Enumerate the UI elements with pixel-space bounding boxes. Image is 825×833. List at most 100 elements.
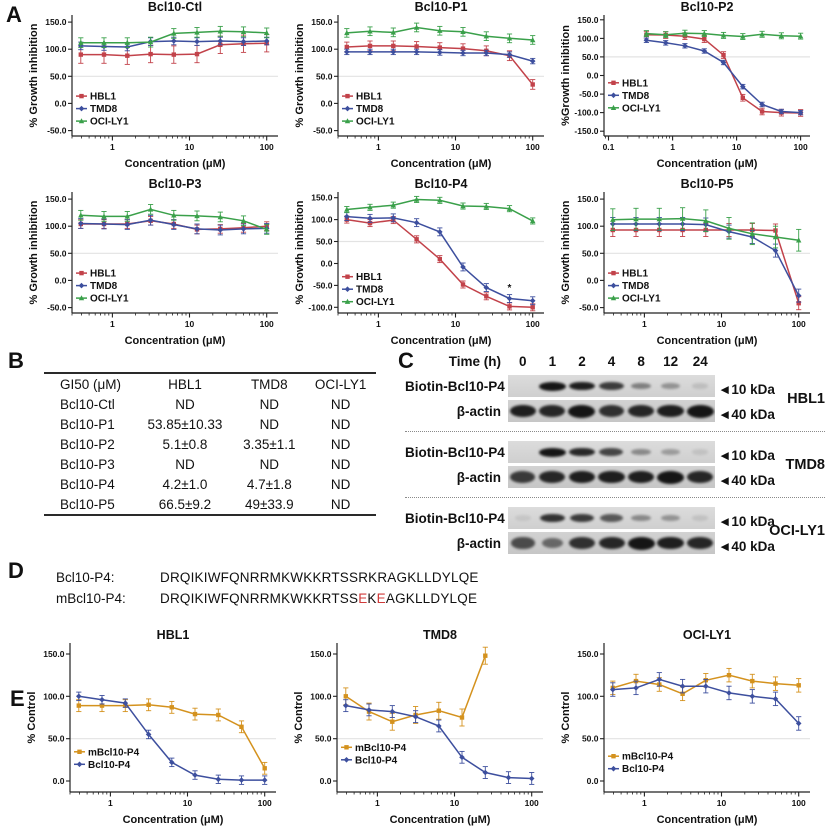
blot-band — [657, 536, 684, 550]
blot-row: β-actin ◄40 kDa — [405, 400, 825, 422]
svg-text:0.0: 0.0 — [55, 98, 67, 108]
blot-band — [539, 404, 566, 418]
table-cell: 66.5±9.2 — [158, 496, 212, 512]
panel-c-label: C — [398, 348, 414, 373]
sequence-segment: DRQIKIWFQNRRMKWKKRTSS — [160, 591, 359, 606]
gi50-table: GI50 (μM) HBL1 TMD8 OCI-LY1 Bcl10-Ctl ND ND ND B… — [44, 372, 376, 516]
chart-svg: 150.0 100.0 50.0 0.0 -50.0 1 10 100 Bcl10-P3 Conc… — [28, 177, 278, 347]
time-point: 4 — [607, 354, 616, 369]
blot-panel: Time (h) 0 1 2 4 8 12 24 Biotin-Bcl10-P4 ◄10 kDa… — [405, 354, 825, 558]
blot-band — [569, 513, 595, 523]
svg-text:% Growth inhibition: % Growth inhibition — [294, 23, 306, 127]
svg-text:HBL1: HBL1 — [157, 628, 190, 642]
svg-text:50.0: 50.0 — [582, 734, 599, 744]
blot-band — [661, 514, 681, 522]
sequence-alignment: Bcl10-P4: DRQIKIWFQNRRMKWKKRTSSRKRAGKLLDY… — [56, 567, 479, 609]
svg-text:0.0: 0.0 — [320, 776, 332, 786]
svg-text:150.0: 150.0 — [311, 17, 333, 27]
svg-text:Concentration (μM): Concentration (μM) — [391, 158, 492, 170]
svg-text:150.0: 150.0 — [43, 649, 65, 659]
svg-text:100: 100 — [260, 319, 274, 329]
blot-row: Biotin-Bcl10-P4 ◄10 kDa — [405, 375, 825, 397]
svg-text:10: 10 — [451, 142, 461, 152]
svg-text:100.0: 100.0 — [310, 691, 332, 701]
svg-text:mBcl10-P4: mBcl10-P4 — [88, 747, 140, 758]
blot-band — [599, 381, 624, 391]
svg-text:Concentration (μM): Concentration (μM) — [657, 158, 758, 170]
sequence-row: mBcl10-P4: DRQIKIWFQNRRMKWKKRTSSEKEAGKLLD… — [56, 588, 479, 609]
svg-text:150.0: 150.0 — [577, 15, 599, 25]
svg-text:50.0: 50.0 — [50, 248, 67, 258]
table-header-row: GI50 (μM) HBL1 TMD8 OCI-LY1 — [44, 373, 376, 394]
mutated-residue: E — [376, 591, 386, 606]
chart-bcl10-p3: 150.0 100.0 50.0 0.0 -50.0 1 10 100 Bcl10-P3 Conc… — [26, 177, 292, 354]
blot-row: β-actin ◄40 kDa — [405, 532, 825, 554]
svg-text:HBL1: HBL1 — [90, 269, 117, 280]
time-points: 0 1 2 4 8 12 24 — [508, 354, 715, 369]
svg-text:1: 1 — [642, 798, 647, 808]
table-header-cell: GI50 (μM) — [60, 376, 122, 392]
blot-group: Biotin-Bcl10-P4 ◄10 kDa β-actin ◄40 kDa HBL1 — [405, 371, 825, 426]
table-cell: Bcl10-P1 — [60, 416, 115, 432]
table-cell: ND — [259, 396, 280, 412]
svg-text:50.0: 50.0 — [315, 734, 332, 744]
svg-text:HBL1: HBL1 — [622, 269, 649, 280]
blot-band — [630, 382, 652, 390]
kda-marker: ◄10 kDa — [718, 382, 775, 397]
svg-text:10: 10 — [185, 142, 195, 152]
blot-strip — [508, 400, 715, 422]
svg-text:-50.0: -50.0 — [47, 303, 67, 313]
blot-row-label: β-actin — [456, 535, 501, 551]
svg-text:50.0: 50.0 — [48, 734, 65, 744]
blot-band — [657, 404, 684, 418]
panel-e-label: E — [10, 686, 25, 711]
blot-band — [541, 537, 564, 549]
blot-band — [511, 537, 535, 549]
cell-line-label: HBL1 — [787, 390, 825, 407]
svg-text:0.0: 0.0 — [587, 776, 599, 786]
panel-e-charts: 150.0 100.0 50.0 0.0 1 10 100 HBL1 Concentration… — [24, 628, 825, 833]
svg-text:1: 1 — [375, 798, 380, 808]
table-header-cell: TMD8 — [250, 376, 288, 392]
svg-text:TMD8: TMD8 — [356, 285, 384, 296]
blot-band — [661, 382, 681, 390]
svg-text:% Growth inhibition: % Growth inhibition — [560, 200, 572, 304]
time-point: 1 — [548, 354, 557, 369]
svg-text:100: 100 — [525, 798, 539, 808]
svg-text:TMD8: TMD8 — [622, 281, 650, 292]
blot-band — [598, 470, 625, 484]
svg-text:OCI-LY1: OCI-LY1 — [622, 294, 661, 305]
svg-text:TMD8: TMD8 — [356, 104, 384, 115]
table-cell: 49±33.9 — [244, 496, 294, 512]
blot-strip — [508, 507, 715, 529]
svg-text:100.0: 100.0 — [577, 691, 599, 701]
chart-svg: 150.0 100.0 50.0 0.0 1 10 100 TMD8 Concentration… — [293, 628, 543, 826]
blot-row: Biotin-Bcl10-P4 ◄10 kDa — [405, 441, 825, 463]
table-row: Bcl10-P1 53.85±10.33 ND ND — [44, 414, 376, 434]
table-cell: ND — [330, 496, 351, 512]
svg-text:1: 1 — [670, 142, 675, 152]
sequence-text: DRQIKIWFQNRRMKWKKRTSSEKEAGKLLDYLQE — [160, 588, 477, 609]
svg-text:10: 10 — [185, 319, 195, 329]
svg-text:1: 1 — [110, 142, 115, 152]
chart-svg: 150.0 100.0 50.0 0.0 1 10 100 OCI-LY1 Concentrat… — [560, 628, 810, 826]
svg-text:0.0: 0.0 — [55, 275, 67, 285]
svg-text:1: 1 — [376, 142, 381, 152]
table-cell: ND — [175, 396, 195, 412]
svg-text:HBL1: HBL1 — [90, 92, 117, 103]
svg-text:HBL1: HBL1 — [356, 92, 383, 103]
svg-text:Bcl10-Ctl: Bcl10-Ctl — [148, 0, 202, 14]
svg-text:150.0: 150.0 — [311, 193, 333, 203]
blot-band — [661, 448, 680, 456]
sequence-name: mBcl10-P4: — [56, 591, 126, 606]
svg-text:OCI-LY1: OCI-LY1 — [356, 117, 395, 128]
svg-text:100: 100 — [260, 142, 274, 152]
svg-text:% Growth inhibition: % Growth inhibition — [28, 200, 40, 304]
table-row: Bcl10-P3 ND ND ND — [44, 454, 376, 474]
blot-row-label: β-actin — [456, 403, 501, 419]
svg-text:150.0: 150.0 — [45, 194, 67, 204]
blot-strip — [508, 375, 715, 397]
svg-text:10: 10 — [717, 798, 727, 808]
svg-text:100.0: 100.0 — [311, 44, 333, 54]
svg-text:TMD8: TMD8 — [90, 281, 118, 292]
